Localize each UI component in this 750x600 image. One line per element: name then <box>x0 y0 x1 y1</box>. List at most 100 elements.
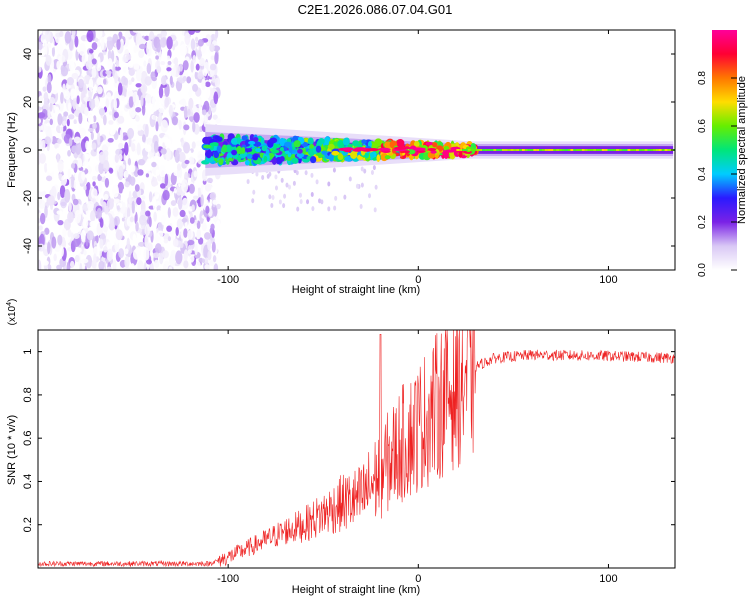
spectrogram-cell <box>213 263 219 270</box>
spectrogram-cell <box>333 141 338 147</box>
spectrogram-cell <box>179 209 186 218</box>
snr-y-tick-label: 0.8 <box>22 387 34 402</box>
spectrogram-cell <box>115 59 120 68</box>
snr-multiplier: (x104) <box>6 299 18 326</box>
spectrogram-cell <box>246 153 253 160</box>
spectrogram-cell <box>153 259 160 269</box>
spectrogram-cell <box>161 75 167 86</box>
spectrogram-cell <box>81 258 89 264</box>
spectrogram-cell <box>570 149 574 151</box>
spectrogram-cell <box>73 136 81 144</box>
spectrogram-cell <box>376 154 381 162</box>
spectrogram-cell <box>153 111 160 117</box>
spectrogram-cell <box>130 263 135 270</box>
spectrogram-cell <box>299 199 303 205</box>
spectrogram-cell <box>470 149 474 151</box>
spectrogram-cell <box>270 202 274 208</box>
spectrogram-cell <box>630 149 634 151</box>
spectrogram-cell <box>521 149 525 151</box>
spectrogram-cell <box>141 103 146 116</box>
spectrogram-cell <box>578 149 582 151</box>
spectrogram-cell <box>432 142 438 148</box>
spectrogram-cell <box>71 30 76 37</box>
spectrogram-cell <box>117 82 123 96</box>
spectrogram-cell <box>255 148 262 153</box>
spectrogram-cell <box>218 158 224 166</box>
spectrogram-cell <box>137 169 144 176</box>
spectrogram-cell <box>647 149 651 151</box>
spectrogram-cell <box>123 135 129 140</box>
colorbar-label: Normalized spectral amplitude <box>736 76 748 224</box>
spectrogram-cell <box>153 140 159 153</box>
spectrogram-cell <box>159 165 166 178</box>
spectrogram-cell <box>68 137 73 147</box>
spectrogram-cell <box>57 219 64 226</box>
spectrogram-cell <box>194 30 201 33</box>
spectrogram-cell <box>209 43 215 53</box>
spectrogram-cell <box>553 149 557 151</box>
spectrogram-cell <box>393 146 406 150</box>
spectrogram-cell <box>131 77 135 83</box>
spectrogram-cell <box>638 149 642 151</box>
spectrogram-cell <box>45 175 53 182</box>
spectrogram-cell <box>167 60 172 66</box>
spectrogram-cell <box>49 118 54 126</box>
spectrogram-cell <box>128 79 133 85</box>
spectrogram-cell <box>64 188 71 203</box>
spectrogram-cell <box>171 116 179 126</box>
svg-text:(x104): (x104) <box>6 299 18 326</box>
spectrogram-y-label: Frequency (Hz) <box>6 112 18 188</box>
spectrogram-cell <box>167 236 171 242</box>
spectrogram-cell <box>184 32 191 46</box>
spectrogram-cell <box>83 83 87 94</box>
spectrogram-cell <box>490 149 494 151</box>
spectrogram-cell <box>131 142 136 152</box>
spectrogram-cell <box>152 252 160 259</box>
spectrogram-cell <box>163 238 169 244</box>
spectrogram-cell <box>467 149 471 151</box>
spectrogram-cell <box>93 84 97 93</box>
spectrogram-cell <box>117 181 125 194</box>
spectrogram-cell <box>92 122 98 130</box>
spectrogram-cell <box>130 111 137 116</box>
spectrogram-cell <box>55 224 61 229</box>
spectrogram-cell <box>496 149 500 151</box>
spectrogram-cell <box>260 137 265 145</box>
spectrogram-cell <box>559 149 563 151</box>
spectrogram-cell <box>38 138 43 151</box>
spectrogram-cell <box>172 124 179 130</box>
spectrogram-cell <box>348 176 352 182</box>
spectrogram-cell <box>188 116 195 121</box>
spectrogram-cell <box>650 149 654 151</box>
spectrogram-cell <box>530 149 534 151</box>
spectrogram-cell <box>135 115 140 122</box>
spectrogram-cell <box>191 141 196 149</box>
snr-x-tick-label: 100 <box>599 573 617 585</box>
spectrogram-cell <box>160 148 167 155</box>
spectrogram-cell <box>103 245 108 253</box>
spectrogram-y-tick-label: 40 <box>22 48 34 60</box>
snr-x-tick-label: -100 <box>217 573 239 585</box>
spectrogram-cell <box>536 149 540 151</box>
spectrogram-cell <box>144 234 149 248</box>
spectrogram-cell <box>70 88 77 99</box>
spectrogram-cell <box>188 30 196 35</box>
spectrogram-cell <box>47 195 55 206</box>
spectrogram-cell <box>183 141 191 154</box>
spectrogram-cell <box>539 149 543 151</box>
spectrogram-cell <box>107 137 114 143</box>
spectrogram-cell <box>60 91 64 104</box>
spectrogram-cell <box>266 173 270 179</box>
spectrogram-cell <box>231 149 238 156</box>
spectrogram-cell <box>287 151 292 158</box>
spectrogram-cell <box>541 149 545 151</box>
spectrogram-cell <box>128 95 134 108</box>
spectrogram-cell <box>122 188 127 203</box>
spectrogram-cell <box>126 237 131 252</box>
spectrogram-cell <box>77 247 82 253</box>
spectrogram-cell <box>129 164 136 173</box>
spectrogram-cell <box>179 43 187 57</box>
spectrogram-cell <box>84 106 89 117</box>
spectrogram-cell <box>135 221 139 232</box>
spectrogram-cell <box>137 159 146 166</box>
